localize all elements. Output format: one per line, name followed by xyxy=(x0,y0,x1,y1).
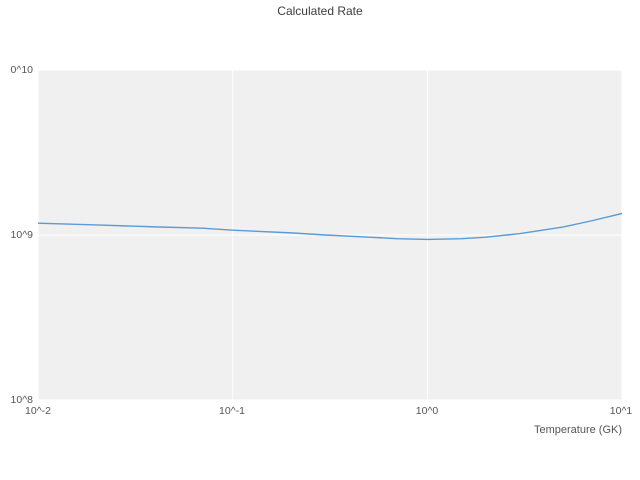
chart-title: Calculated Rate xyxy=(277,4,363,18)
x-tick-label: 10^1 xyxy=(609,405,633,417)
x-tick-label: 10^0 xyxy=(415,405,439,417)
y-tick-label: 10^8 xyxy=(10,394,33,406)
x-tick-label: 10^-1 xyxy=(219,405,245,417)
x-tick-label: 10^-2 xyxy=(25,405,51,417)
plot-area xyxy=(38,70,622,400)
y-tick-label: 10^9 xyxy=(10,229,33,241)
x-axis-label: Temperature (GK) xyxy=(533,424,622,436)
y-tick-label: 0^10 xyxy=(10,64,33,76)
series-line-calculated-rate xyxy=(38,212,622,241)
